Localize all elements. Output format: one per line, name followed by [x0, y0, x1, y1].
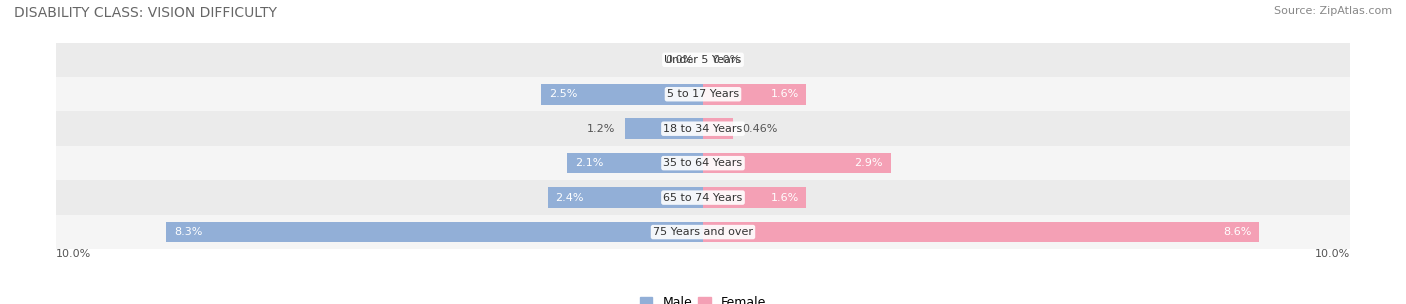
- Text: 2.5%: 2.5%: [550, 89, 578, 99]
- Text: 18 to 34 Years: 18 to 34 Years: [664, 124, 742, 134]
- Bar: [567, 153, 703, 174]
- Text: 75 Years and over: 75 Years and over: [652, 227, 754, 237]
- Text: DISABILITY CLASS: VISION DIFFICULTY: DISABILITY CLASS: VISION DIFFICULTY: [14, 6, 277, 20]
- Text: 65 to 74 Years: 65 to 74 Years: [664, 193, 742, 202]
- Bar: [56, 180, 1350, 215]
- Text: 10.0%: 10.0%: [56, 249, 91, 259]
- Bar: [703, 118, 733, 139]
- Bar: [56, 43, 1350, 77]
- Bar: [56, 77, 1350, 112]
- Bar: [703, 153, 890, 174]
- Text: 8.3%: 8.3%: [174, 227, 202, 237]
- Bar: [626, 118, 703, 139]
- Text: 1.6%: 1.6%: [770, 89, 799, 99]
- Bar: [166, 222, 703, 242]
- Text: Source: ZipAtlas.com: Source: ZipAtlas.com: [1274, 6, 1392, 16]
- Text: 8.6%: 8.6%: [1223, 227, 1251, 237]
- Text: 35 to 64 Years: 35 to 64 Years: [664, 158, 742, 168]
- Bar: [541, 84, 703, 105]
- Text: 5 to 17 Years: 5 to 17 Years: [666, 89, 740, 99]
- Bar: [548, 187, 703, 208]
- Legend: Male, Female: Male, Female: [640, 296, 766, 304]
- Bar: [703, 187, 807, 208]
- Text: 0.0%: 0.0%: [665, 55, 693, 65]
- Bar: [56, 215, 1350, 249]
- Text: 10.0%: 10.0%: [1315, 249, 1350, 259]
- Text: 2.9%: 2.9%: [855, 158, 883, 168]
- Bar: [56, 112, 1350, 146]
- Text: 1.2%: 1.2%: [588, 124, 616, 134]
- Text: 2.1%: 2.1%: [575, 158, 603, 168]
- Bar: [56, 146, 1350, 180]
- Text: 1.6%: 1.6%: [770, 193, 799, 202]
- Text: 0.0%: 0.0%: [713, 55, 741, 65]
- Text: Under 5 Years: Under 5 Years: [665, 55, 741, 65]
- Text: 2.4%: 2.4%: [555, 193, 583, 202]
- Bar: [703, 222, 1260, 242]
- Text: 0.46%: 0.46%: [742, 124, 778, 134]
- Bar: [703, 84, 807, 105]
